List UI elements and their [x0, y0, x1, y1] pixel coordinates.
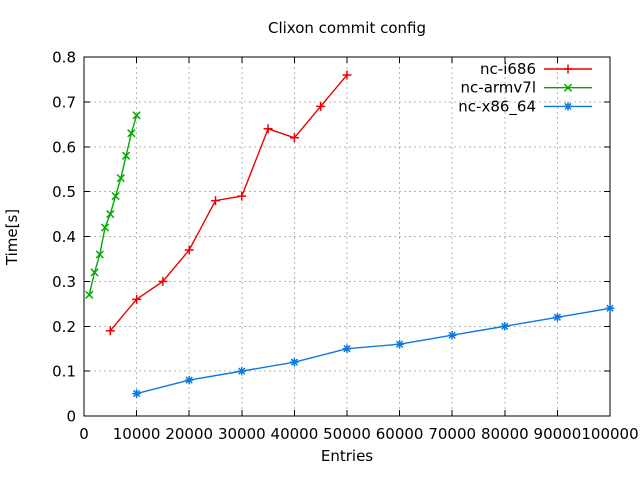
x-tick-label: 50000: [323, 425, 371, 443]
x-tick-label: 10000: [113, 425, 161, 443]
x-tick-label: 80000: [481, 425, 529, 443]
series-nc-armv7l: [85, 111, 141, 299]
data-point-marker: [132, 294, 142, 304]
y-tick-label: 0.4: [52, 228, 76, 246]
series-nc-x86_64: [132, 304, 615, 398]
data-point-marker: [105, 326, 115, 336]
x-axis-label: Entries: [321, 447, 373, 465]
data-point-marker: [111, 191, 120, 201]
data-series: [85, 70, 615, 398]
legend-sample-marker: [563, 102, 573, 111]
data-point-marker: [289, 133, 299, 143]
x-tick-label: 20000: [165, 425, 213, 443]
data-point-marker: [211, 196, 220, 206]
series-nc-i686: [105, 70, 352, 336]
data-point-marker: [95, 250, 104, 259]
data-point-marker: [605, 304, 615, 313]
data-point-marker: [263, 124, 273, 134]
y-tick-label: 0.5: [52, 183, 76, 201]
x-tick-label: 90000: [534, 425, 582, 443]
legend-label-nc-armv7l: nc-armv7l: [461, 79, 536, 97]
data-point-marker: [132, 389, 141, 398]
data-point-marker: [184, 245, 194, 255]
series-line: [109, 74, 348, 332]
y-axis-label: Time[s]: [3, 209, 21, 266]
data-point-marker: [184, 375, 194, 385]
y-tick-labels: 0 0.1 0.2 0.3 0.4 0.5 0.6 0.7 0.8: [52, 49, 76, 426]
data-point-marker: [237, 366, 247, 376]
legend-sample-marker: [563, 64, 573, 74]
y-tick-label: 0.8: [52, 49, 76, 67]
y-tick-label: 0.1: [52, 363, 76, 381]
legend-label-nc-x86_64: nc-x86_64: [458, 97, 536, 116]
x-tick-label: 100000: [581, 425, 638, 443]
data-point-marker: [106, 209, 115, 219]
data-point-marker: [121, 151, 131, 160]
x-tick-label: 0: [79, 425, 89, 443]
data-point-marker: [132, 111, 141, 120]
legend-label-nc-i686: nc-i686: [480, 60, 536, 78]
data-point-marker: [500, 321, 510, 331]
series-line: [88, 115, 138, 295]
chart-title: Clixon commit config: [268, 19, 426, 37]
x-tick-label: 70000: [428, 425, 476, 443]
data-point-marker: [395, 339, 404, 349]
y-tick-label: 0: [66, 408, 76, 426]
x-tick-labels: 0 10000 20000 30000 40000 50000 60000 70000 8000…: [79, 425, 638, 443]
y-tick-label: 0.6: [52, 138, 76, 156]
data-point-marker: [342, 344, 352, 353]
y-tick-label: 0.3: [52, 273, 76, 291]
x-tick-label: 30000: [218, 425, 266, 443]
data-point-marker: [158, 276, 168, 286]
x-tick-label: 60000: [376, 425, 424, 443]
axis-ticks: [83, 56, 611, 417]
data-point-marker: [553, 312, 562, 322]
data-point-marker: [116, 174, 125, 183]
data-point-marker: [316, 101, 326, 111]
data-point-marker: [290, 357, 299, 367]
legend-sample-marker: [563, 83, 573, 92]
data-point-marker: [100, 223, 110, 232]
data-point-marker: [237, 191, 247, 201]
series-line: [136, 307, 611, 395]
y-tick-label: 0.7: [52, 93, 76, 111]
x-tick-label: 40000: [271, 425, 319, 443]
data-point-marker: [342, 70, 352, 80]
data-point-marker: [447, 330, 457, 340]
data-point-marker: [90, 268, 99, 277]
y-tick-label: 0.2: [52, 318, 76, 336]
data-point-marker: [85, 290, 94, 299]
data-point-marker: [127, 129, 136, 138]
